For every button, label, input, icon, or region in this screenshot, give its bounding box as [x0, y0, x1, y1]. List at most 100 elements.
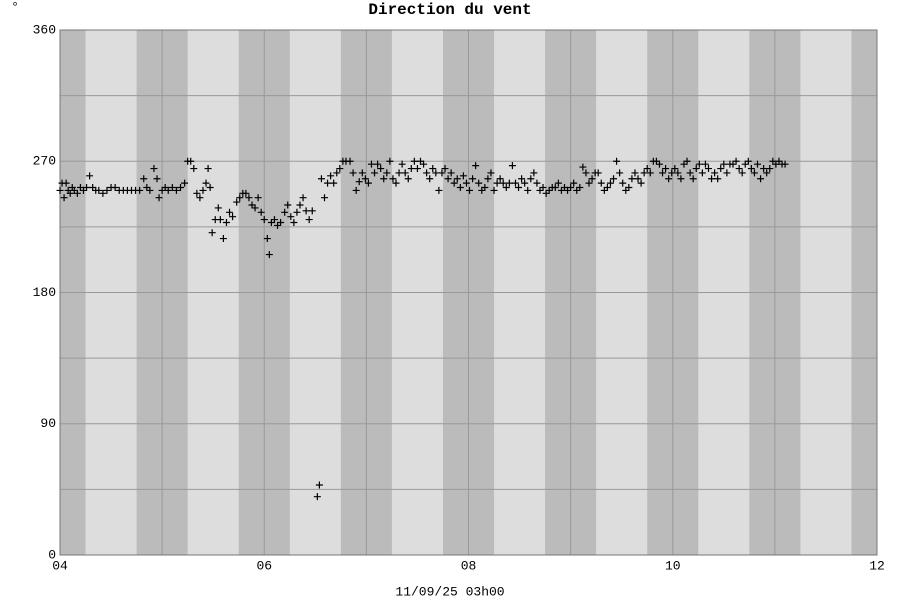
data-point [317, 175, 325, 183]
data-point [704, 165, 712, 173]
data-point [643, 165, 651, 173]
data-point [511, 179, 519, 187]
data-point [287, 213, 295, 221]
data-point [686, 169, 694, 177]
data-point [190, 165, 198, 173]
data-point [732, 157, 740, 165]
data-point [226, 208, 234, 216]
data-point [750, 169, 758, 177]
unit-label: ° [11, 0, 19, 14]
data-point [349, 169, 357, 177]
data-point [674, 169, 682, 177]
data-point [214, 204, 222, 212]
data-point [140, 175, 148, 183]
data-point [469, 175, 477, 183]
data-point [204, 165, 212, 173]
data-point [364, 179, 372, 187]
data-point [327, 172, 335, 180]
data-point [177, 184, 185, 191]
data-point [346, 157, 354, 165]
data-point [352, 186, 360, 194]
data-point [475, 179, 483, 187]
data-point [496, 175, 504, 183]
data-point [508, 162, 516, 170]
data-point [518, 175, 526, 183]
data-point [747, 165, 755, 173]
data-point [86, 172, 94, 180]
data-point [466, 186, 474, 194]
y-tick-label: 180 [33, 285, 56, 300]
data-point [168, 184, 176, 191]
data-point [438, 169, 446, 177]
data-point [410, 157, 418, 165]
x-tick-label: 08 [461, 558, 477, 573]
data-point [260, 216, 268, 224]
data-point [377, 165, 385, 173]
data-point [413, 165, 421, 173]
data-point [206, 184, 214, 191]
data-point [744, 157, 752, 165]
data-point [453, 175, 461, 183]
data-point [136, 186, 144, 194]
x-tick-label: 12 [869, 558, 885, 573]
data-point [242, 189, 250, 197]
data-point [164, 186, 172, 194]
data-point [435, 186, 443, 194]
data-point [150, 165, 158, 173]
data-point [524, 186, 532, 194]
data-point [299, 194, 307, 202]
data-point [521, 179, 529, 187]
data-point [302, 207, 310, 215]
data-point [527, 175, 535, 183]
data-point [358, 169, 366, 177]
data-point [640, 169, 648, 177]
data-point [296, 201, 304, 209]
data-point [659, 169, 667, 177]
data-point [426, 175, 434, 183]
y-tick-label: 360 [33, 22, 56, 37]
data-point [181, 179, 189, 187]
x-tick-label: 10 [665, 558, 681, 573]
data-point [760, 165, 768, 173]
data-point [723, 169, 731, 177]
data-point [95, 186, 103, 194]
data-point [284, 201, 292, 209]
data-point [290, 219, 298, 226]
data-point [367, 160, 375, 168]
data-point [146, 186, 154, 194]
data-point [698, 169, 706, 177]
data-point [62, 179, 70, 187]
data-point [665, 175, 673, 183]
data-point [692, 165, 700, 173]
data-point [222, 219, 230, 226]
data-point [481, 184, 489, 191]
data-point [570, 179, 578, 187]
data-point [153, 175, 161, 183]
data-point [333, 169, 341, 177]
data-point [313, 493, 321, 501]
data-point [99, 189, 107, 197]
data-point [56, 186, 64, 194]
data-point [330, 179, 338, 187]
data-point [196, 194, 204, 202]
data-point [585, 179, 593, 187]
data-point [407, 165, 415, 173]
data-point [398, 160, 406, 168]
data-point [324, 179, 332, 187]
data-point [662, 165, 670, 173]
data-point [432, 169, 440, 177]
data-point [315, 481, 323, 489]
data-point [254, 194, 262, 202]
data-point [539, 184, 547, 191]
data-point [380, 175, 388, 183]
y-tick-label: 270 [33, 154, 56, 169]
data-point [336, 165, 344, 173]
data-point [588, 175, 596, 183]
data-point [594, 169, 602, 177]
data-point [103, 186, 111, 194]
data-point [293, 208, 301, 216]
data-point [219, 235, 227, 243]
data-point [515, 184, 523, 191]
data-point [321, 194, 329, 202]
